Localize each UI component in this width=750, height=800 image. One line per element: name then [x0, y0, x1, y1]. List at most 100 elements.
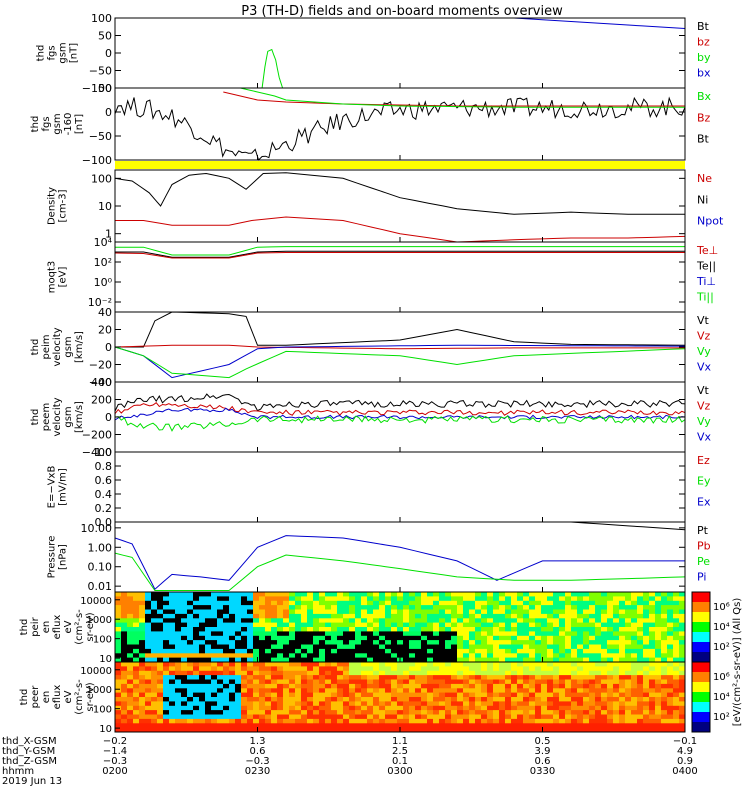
- spectrogram-cell: [595, 714, 602, 720]
- spectrogram-cell: [295, 600, 302, 606]
- ytick-label: −100: [82, 82, 112, 95]
- spectrogram-cell: [121, 683, 128, 689]
- spectrogram-cell: [325, 662, 332, 667]
- spectrogram-cell: [523, 613, 530, 619]
- spectrogram-cell: [139, 657, 146, 662]
- spectrogram-cell: [115, 657, 122, 662]
- spectrogram-cell: [547, 718, 554, 724]
- spectrogram-cell: [211, 727, 218, 732]
- spectrogram-cell: [361, 605, 368, 611]
- spectrogram-cell: [385, 714, 392, 720]
- spectrogram-cell: [493, 644, 500, 650]
- spectrogram-cell: [607, 644, 614, 650]
- spectrogram-cell: [355, 718, 362, 724]
- spectrogram-cell: [115, 653, 122, 659]
- spectrogram-cell: [163, 605, 170, 611]
- spectrogram-cell: [607, 622, 614, 628]
- spectrogram-cell: [349, 727, 356, 732]
- spectrogram-cell: [415, 723, 422, 729]
- spectrogram-cell: [637, 596, 644, 602]
- spectrogram-cell: [163, 718, 170, 724]
- spectrogram-cell: [619, 727, 626, 732]
- spectrogram-cell: [367, 688, 374, 694]
- spectrogram-cell: [487, 697, 494, 702]
- spectrogram-cell: [397, 679, 404, 685]
- spectrogram-cell: [457, 627, 464, 632]
- spectrogram-cell: [517, 631, 524, 637]
- spectrogram-cell: [331, 662, 338, 667]
- spectrogram-cell: [121, 622, 128, 628]
- spectrogram-cell: [157, 618, 164, 624]
- spectrogram-cell: [463, 666, 470, 672]
- spectrogram-cell: [313, 627, 320, 632]
- spectrogram-cell: [139, 727, 146, 732]
- spectrogram-cell: [421, 683, 428, 689]
- spectrogram-cell: [445, 727, 452, 732]
- spectrogram-cell: [301, 662, 308, 667]
- spectrogram-cell: [133, 605, 140, 611]
- spectrogram-cell: [607, 714, 614, 720]
- spectrogram-cell: [169, 670, 176, 676]
- spectrogram-cell: [415, 631, 422, 637]
- spectrogram-cell: [433, 670, 440, 676]
- spectrogram-cell: [205, 679, 212, 685]
- ytick-label: 100: [91, 172, 112, 185]
- spectrogram-cell: [295, 705, 302, 711]
- spectrogram-cell: [277, 596, 284, 602]
- spectrogram-cell: [235, 592, 242, 597]
- spectrogram-cell: [607, 600, 614, 606]
- spectrogram-cell: [505, 635, 512, 641]
- spectrogram-cell: [355, 675, 362, 681]
- spectrogram-cell: [349, 653, 356, 659]
- spectrogram-cell: [235, 666, 242, 672]
- spectrogram-cell: [367, 710, 374, 716]
- spectrogram-cell: [343, 666, 350, 672]
- spectrogram-cell: [607, 710, 614, 716]
- spectrogram-cell: [385, 710, 392, 716]
- spectrogram-cell: [559, 631, 566, 637]
- spectrogram-cell: [637, 688, 644, 694]
- spectrogram-cell: [631, 609, 638, 615]
- spectrogram-cell: [169, 644, 176, 650]
- spectrogram-cell: [511, 627, 518, 632]
- spectrogram-cell: [259, 648, 266, 654]
- spectrogram-cell: [385, 640, 392, 646]
- spectrogram-cell: [643, 600, 650, 606]
- spectrogram-cell: [499, 666, 506, 672]
- spectrogram-cell: [247, 613, 254, 619]
- spectrogram-cell: [301, 705, 308, 711]
- spectrogram-cell: [325, 683, 332, 689]
- spectrogram-cell: [679, 618, 685, 624]
- spectrogram-cell: [313, 692, 320, 698]
- spectrogram-cell: [259, 688, 266, 694]
- spectrogram-cell: [217, 701, 224, 707]
- spectrogram-cell: [445, 653, 452, 659]
- spectrogram-cell: [229, 609, 236, 615]
- legend-Bt: Bt: [697, 20, 710, 33]
- spectrogram-cell: [145, 640, 152, 646]
- ylabel-line: [nPa]: [58, 544, 69, 570]
- spectrogram-cell: [505, 718, 512, 724]
- spectrogram-cell: [391, 644, 398, 650]
- spectrogram-cell: [403, 648, 410, 654]
- spectrogram-cell: [625, 640, 632, 646]
- spectrogram-cell: [409, 670, 416, 676]
- spectrogram-cell: [559, 592, 566, 597]
- spectrogram-cell: [367, 692, 374, 698]
- spectrogram-cell: [169, 596, 176, 602]
- ylabel-line: en: [41, 621, 52, 634]
- spectrogram-cell: [355, 627, 362, 632]
- spectrogram-cell: [679, 714, 685, 720]
- spectrogram-cell: [583, 710, 590, 716]
- spectrogram-cell: [517, 605, 524, 611]
- spectrogram-cell: [115, 640, 122, 646]
- spectrogram-cell: [235, 705, 242, 711]
- spectrogram-cell: [529, 701, 536, 707]
- spectrogram-cell: [367, 605, 374, 611]
- spectrogram-cell: [571, 727, 578, 732]
- spectrogram-cell: [589, 662, 596, 667]
- spectrogram-cell: [643, 613, 650, 619]
- colorbar-tick-label: 10⁴: [713, 622, 730, 633]
- ytick-label: 100: [93, 705, 112, 716]
- spectrogram-cell: [229, 622, 236, 628]
